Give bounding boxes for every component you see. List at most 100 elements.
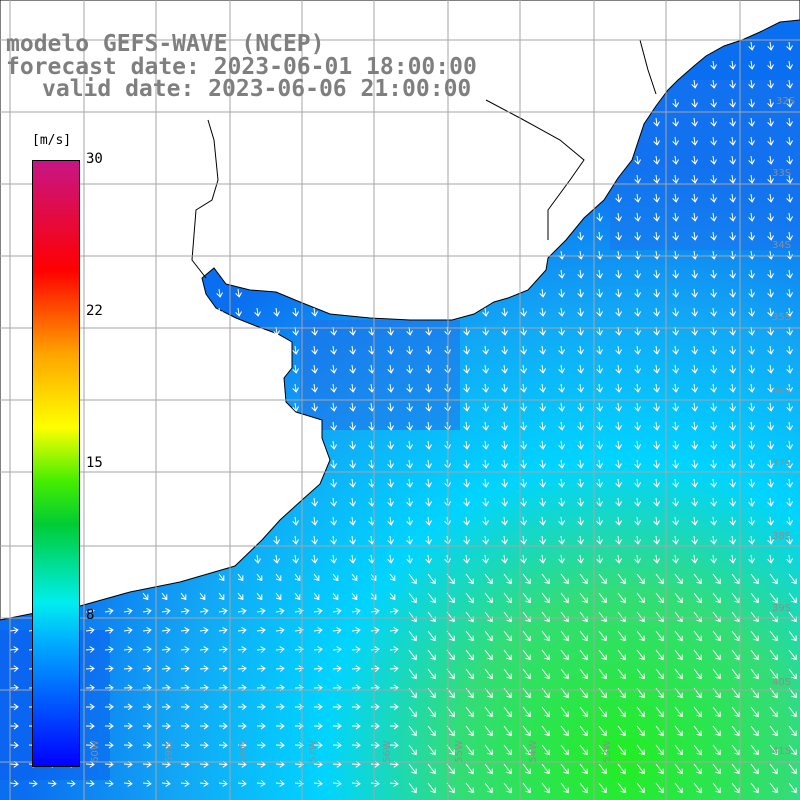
wind-arrow <box>710 136 718 146</box>
wind-arrow <box>237 703 247 711</box>
wind-arrow <box>748 383 756 393</box>
wind-arrow <box>750 649 759 661</box>
wind-arrow <box>275 741 285 749</box>
wind-arrow <box>788 668 797 680</box>
wind-arrow <box>693 763 702 775</box>
wind-arrow <box>199 627 209 634</box>
wind-arrow <box>636 763 645 775</box>
wind-arrow <box>653 535 661 545</box>
wind-arrow <box>729 440 737 450</box>
wind-arrow <box>85 703 95 711</box>
wind-arrow <box>235 307 243 317</box>
wind-arrow <box>539 364 547 374</box>
wind-arrow <box>653 345 661 355</box>
wind-arrow <box>522 763 531 775</box>
wind-arrow <box>655 592 664 604</box>
wind-arrow <box>292 345 300 355</box>
wind-arrow <box>748 231 756 241</box>
wind-arrow <box>691 421 699 431</box>
wind-arrow <box>634 440 642 450</box>
wind-arrow <box>332 741 342 749</box>
wind-arrow <box>691 383 699 393</box>
wind-arrow <box>463 440 471 450</box>
lon-label: 54W <box>527 740 539 763</box>
wind-arrow <box>539 440 547 450</box>
wind-arrow <box>691 478 699 488</box>
wind-arrow <box>786 193 794 203</box>
wind-arrow <box>408 649 417 661</box>
wind-arrow <box>427 668 436 680</box>
wind-arrow <box>104 703 114 711</box>
wind-arrow <box>674 763 683 775</box>
wind-arrow <box>767 174 775 184</box>
wind-arrow <box>748 98 756 108</box>
wind-arrow <box>484 782 493 794</box>
lon-label: 55W <box>453 740 465 763</box>
wind-arrow <box>691 212 699 222</box>
wind-arrow <box>237 627 247 634</box>
wind-arrow <box>520 497 528 507</box>
wind-arrow <box>596 402 604 412</box>
wind-arrow <box>387 497 395 507</box>
wind-arrow <box>254 554 262 564</box>
wind-arrow <box>482 421 490 431</box>
wind-arrow <box>349 440 357 450</box>
wind-arrow <box>180 646 190 653</box>
wind-arrow <box>710 79 718 89</box>
wind-arrow <box>389 780 399 787</box>
wind-arrow <box>558 288 566 298</box>
wind-arrow <box>406 516 414 526</box>
wind-arrow <box>465 744 474 756</box>
wind-arrow <box>180 592 187 601</box>
wind-arrow <box>786 440 794 450</box>
wind-arrow <box>539 459 547 469</box>
wind-arrow <box>786 459 794 469</box>
wind-arrow <box>560 706 569 718</box>
wind-arrow <box>463 421 471 431</box>
wind-arrow <box>767 516 775 526</box>
wind-arrow <box>596 421 604 431</box>
wind-arrow <box>691 155 699 165</box>
wind-arrow <box>672 440 680 450</box>
wind-arrow <box>767 136 775 146</box>
wind-arrow <box>748 516 756 526</box>
wind-arrow <box>465 573 474 585</box>
wind-arrow <box>617 706 626 718</box>
wind-arrow <box>748 345 756 355</box>
wind-arrow <box>653 193 661 203</box>
wind-arrow <box>710 497 718 507</box>
colorbar-tick: 22 <box>86 303 103 319</box>
wind-arrow <box>541 744 550 756</box>
wind-arrow <box>161 703 171 711</box>
wind-arrow <box>539 421 547 431</box>
wind-arrow <box>161 741 171 749</box>
wind-arrow <box>598 649 607 661</box>
wind-arrow <box>123 646 133 653</box>
wind-arrow <box>672 117 680 127</box>
wind-arrow <box>596 364 604 374</box>
wind-arrow <box>47 780 57 787</box>
wind-arrow <box>672 288 680 298</box>
wind-arrow <box>598 592 607 604</box>
wind-arrow <box>522 649 531 661</box>
wind-arrow <box>351 780 361 787</box>
wind-arrow <box>634 516 642 526</box>
wind-arrow <box>66 780 76 787</box>
wind-arrow <box>691 497 699 507</box>
wind-arrow <box>577 288 585 298</box>
wind-arrow <box>370 573 377 582</box>
wind-arrow <box>484 592 493 604</box>
wind-arrow <box>482 497 490 507</box>
wind-arrow <box>482 345 490 355</box>
wind-arrow <box>273 535 281 545</box>
wind-arrow <box>387 421 395 431</box>
wind-arrow <box>425 535 433 545</box>
wind-arrow <box>330 554 338 564</box>
wind-arrow <box>161 627 171 634</box>
wind-arrow <box>598 725 607 737</box>
wind-arrow <box>104 646 114 653</box>
wind-arrow <box>767 231 775 241</box>
wind-arrow <box>465 592 474 604</box>
wind-arrow <box>634 535 642 545</box>
wind-arrow <box>501 459 509 469</box>
